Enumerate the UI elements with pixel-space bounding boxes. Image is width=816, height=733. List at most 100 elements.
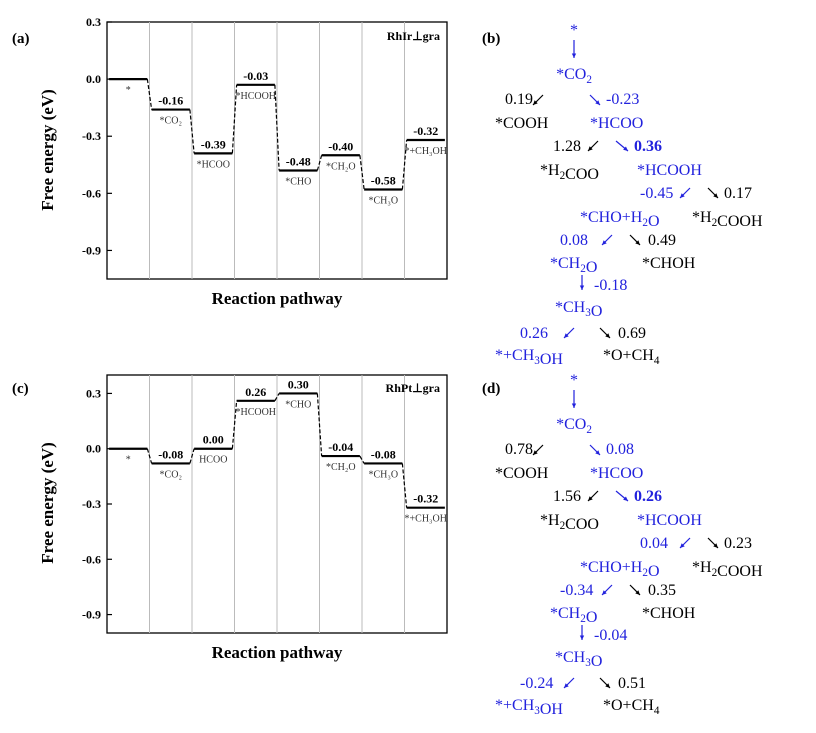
transition-connector xyxy=(231,400,238,449)
arrow-head xyxy=(623,146,628,151)
tree-energy-label: -0.24 xyxy=(520,675,553,692)
energy-path-c xyxy=(109,392,445,509)
energy-value-label: -0.39 xyxy=(201,137,226,151)
tree-species-label: *CH2O xyxy=(550,255,597,276)
energy-value-label: -0.48 xyxy=(286,154,311,168)
y-axis-label-a: Free energy (eV) xyxy=(38,89,57,210)
reaction-tree-b: * *CO2 0.19 -0.23 *COOH *HCOO 1.28 0.36 *H2COO *H… xyxy=(495,22,763,368)
energy-value-label: 0.30 xyxy=(288,377,309,391)
intermediate-label: *+CH₃OH xyxy=(405,514,447,525)
energy-value-label: 0.26 xyxy=(245,385,266,399)
tree-root-label: * xyxy=(570,22,578,39)
arrow-head xyxy=(595,100,600,105)
intermediate-label: *CHO xyxy=(285,176,311,187)
tree-energy-label: -0.45 xyxy=(640,185,673,202)
tree-species-label: *H2COOH xyxy=(692,559,763,580)
transition-connector xyxy=(231,84,238,154)
tree-species-label: *H2COO xyxy=(540,512,599,533)
transition-connector xyxy=(401,463,408,508)
transition-connector xyxy=(146,79,153,110)
transition-connector xyxy=(274,84,280,171)
arrow-head xyxy=(588,496,593,501)
energy-value-label: -0.32 xyxy=(413,492,438,506)
tree-species-label: *COOH xyxy=(495,465,549,482)
x-axis-label-a: Reaction pathway xyxy=(212,289,343,308)
tree-co2-label: *CO2 xyxy=(556,66,592,86)
tree-energy-label: 0.35 xyxy=(648,582,676,599)
panel-b-label: (b) xyxy=(482,31,500,47)
tree-species-label: *HCOO xyxy=(590,465,643,482)
y-tick-label: -0.6 xyxy=(82,186,101,200)
intermediate-label: *CH₃O xyxy=(368,196,398,207)
tree-energy-label: 0.26 xyxy=(520,325,548,342)
transition-connector xyxy=(146,448,153,464)
arrow-head xyxy=(533,100,538,105)
tree-energy-label: 0.51 xyxy=(618,675,646,692)
arrow-head xyxy=(605,333,610,338)
arrow-head xyxy=(623,496,628,501)
arrow-head xyxy=(533,450,538,455)
tree-energy-label: 1.28 xyxy=(553,138,581,155)
y-tick-label: 0.0 xyxy=(86,72,101,86)
tree-energy-label: -0.04 xyxy=(594,627,627,644)
y-tick-label: 0.3 xyxy=(86,386,101,400)
transition-connector xyxy=(359,455,365,464)
arrow-head xyxy=(680,543,685,548)
energy-value-label: -0.04 xyxy=(328,440,353,454)
y-tick-label: -0.9 xyxy=(82,243,101,257)
panel-c-energy-diagram: (c) 0.3 0.0 -0.3 -0.6 -0.9 * -0.08 *CO₂ 0.00 HCO… xyxy=(12,374,448,662)
tree-energy-label: 0.49 xyxy=(648,232,676,249)
arrow-head xyxy=(602,240,607,245)
y-axis-a: 0.3 0.0 -0.3 -0.6 -0.9 xyxy=(82,15,112,257)
tree-species-label: *HCOOH xyxy=(637,162,702,179)
panel-d-label: (d) xyxy=(482,381,500,397)
panel-b-reaction-tree: (b) xyxy=(482,31,500,47)
tree-energy-label: 0.23 xyxy=(724,535,752,552)
transition-connector xyxy=(274,393,280,402)
tree-energy-label: 0.08 xyxy=(606,441,634,458)
arrow-head xyxy=(588,146,593,151)
tree-energy-label: -0.23 xyxy=(606,91,639,108)
intermediate-label: *CH₂O xyxy=(326,161,356,172)
arrow-head xyxy=(635,240,640,245)
energy-value-label: -0.03 xyxy=(243,69,268,83)
catalyst-tag-c: RhPt⊥gra xyxy=(386,381,440,395)
intermediate-label: HCOO xyxy=(199,455,227,466)
step-dividers-a xyxy=(149,22,405,279)
tree-energy-label: 0.04 xyxy=(640,535,668,552)
energy-value-label: -0.08 xyxy=(158,447,183,461)
intermediate-label: *CH₂O xyxy=(326,462,356,473)
tree-species-label: *COOH xyxy=(495,115,549,132)
energy-path-a xyxy=(109,78,445,191)
tree-energy-label: 0.26 xyxy=(634,488,662,505)
tree-energy-label: 0.36 xyxy=(634,138,662,155)
y-tick-label: -0.9 xyxy=(82,608,101,622)
intermediate-label: *+CH₃OH xyxy=(405,146,447,157)
x-axis-label-c: Reaction pathway xyxy=(212,643,343,662)
energy-labels-c: * -0.08 *CO₂ 0.00 HCOO 0.26 *HCOOH 0.30 *CHO -0.0… xyxy=(126,377,447,524)
y-tick-label: -0.6 xyxy=(82,552,101,566)
tree-species-label: *H2COOH xyxy=(692,209,763,230)
arrow-head xyxy=(713,193,718,198)
arrow-head xyxy=(571,403,577,408)
tree-species-label: *+CH3OH xyxy=(495,697,563,718)
intermediate-label: *HCOOH xyxy=(235,91,276,102)
tree-energy-label: 0.08 xyxy=(560,232,588,249)
energy-value-label: -0.16 xyxy=(158,94,183,108)
intermediate-label: *CO₂ xyxy=(160,116,182,127)
arrow-head xyxy=(564,683,569,688)
tree-species-label: *+CH3OH xyxy=(495,347,563,368)
panel-a-energy-diagram: (a) 0.3 0.0 -0.3 -0.6 -0.9 * -0.16 *CO₂ -0.39 *H… xyxy=(12,15,448,308)
tree-species-label: *CHO+H2O xyxy=(580,559,660,580)
tree-energy-label: 1.56 xyxy=(553,488,581,505)
intermediate-label: * xyxy=(126,85,131,96)
tree-species-label: *HCOOH xyxy=(637,512,702,529)
y-tick-label: 0.3 xyxy=(86,15,101,29)
tree-co2-label: *CO2 xyxy=(556,416,592,436)
tree-species-label: *H2COO xyxy=(540,162,599,183)
tree-species-label: *CHOH xyxy=(642,605,696,622)
energy-value-label: -0.08 xyxy=(371,447,396,461)
tree-species-label: *HCOO xyxy=(590,115,643,132)
tree-root-label: * xyxy=(570,372,578,389)
